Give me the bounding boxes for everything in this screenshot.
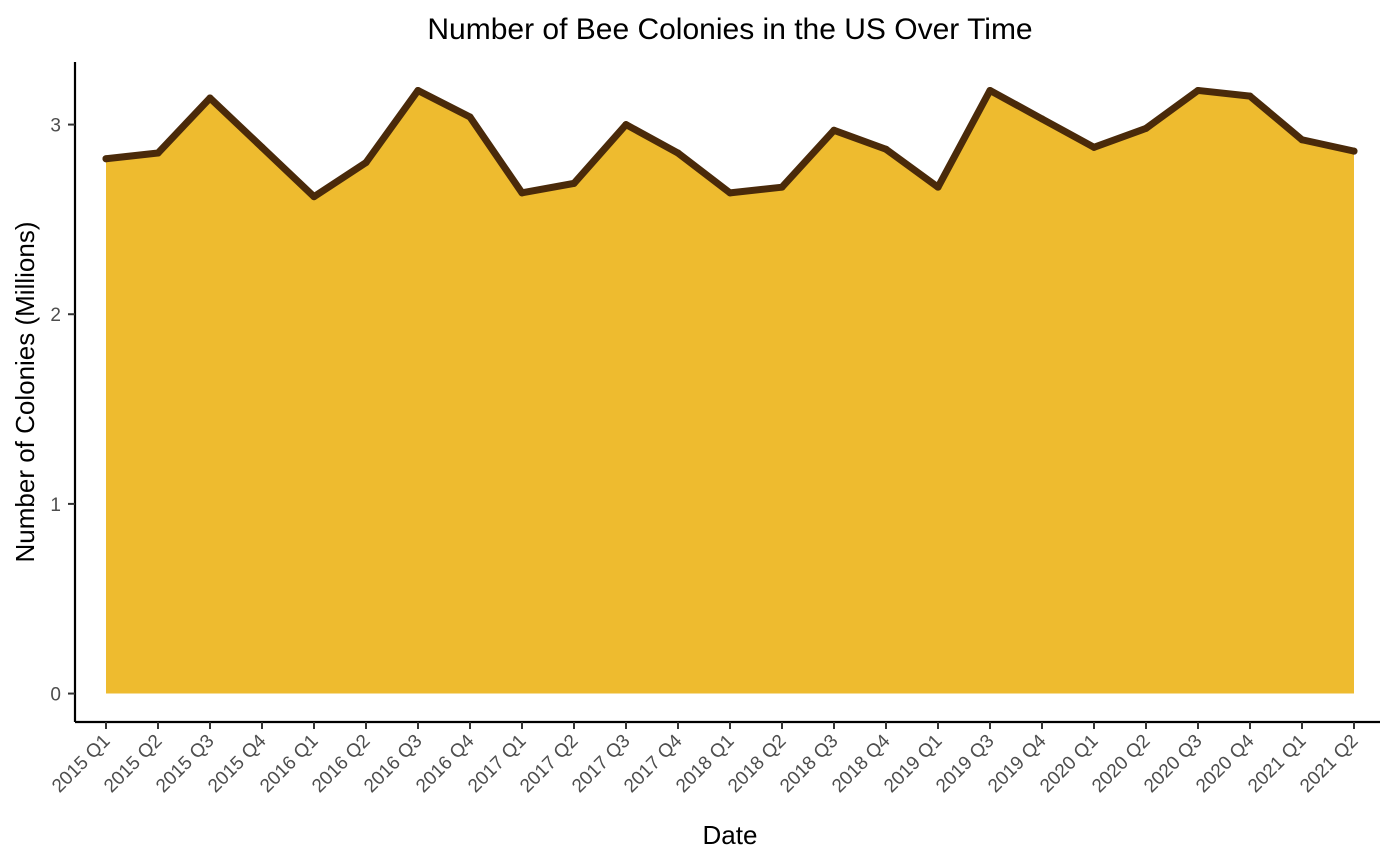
y-axis-title: Number of Colonies (Millions): [10, 222, 40, 563]
x-axis-title: Date: [703, 820, 758, 850]
data-point: [1142, 124, 1150, 132]
data-point: [102, 155, 110, 163]
data-point: [726, 189, 734, 197]
area-fill: [106, 90, 1354, 694]
data-point: [1038, 115, 1046, 123]
data-point: [154, 149, 162, 157]
chart-title: Number of Bee Colonies in the US Over Ti…: [427, 13, 1032, 46]
y-tick-label: 3: [50, 116, 61, 137]
data-point: [310, 193, 318, 201]
x-tick-label: 2021 Q2: [1296, 731, 1362, 797]
y-tick-label: 2: [50, 305, 61, 326]
data-point: [414, 86, 422, 94]
data-point: [830, 126, 838, 134]
data-point: [1298, 136, 1306, 144]
data-point: [674, 149, 682, 157]
data-point: [362, 159, 370, 167]
data-point: [466, 113, 474, 121]
y-axis: 0 1 2 3: [50, 116, 75, 706]
data-point: [570, 179, 578, 187]
plot-area: [102, 86, 1358, 694]
data-point: [934, 183, 942, 191]
data-point: [986, 86, 994, 94]
data-point: [778, 183, 786, 191]
data-point: [622, 121, 630, 129]
data-point: [518, 189, 526, 197]
y-tick-label: 1: [50, 495, 61, 516]
data-point: [882, 145, 890, 153]
data-point: [1194, 86, 1202, 94]
data-point: [258, 143, 266, 151]
data-point: [206, 94, 214, 102]
data-point: [1090, 143, 1098, 151]
data-point: [1350, 147, 1358, 155]
data-point: [1246, 92, 1254, 100]
y-tick-label: 0: [50, 685, 61, 706]
